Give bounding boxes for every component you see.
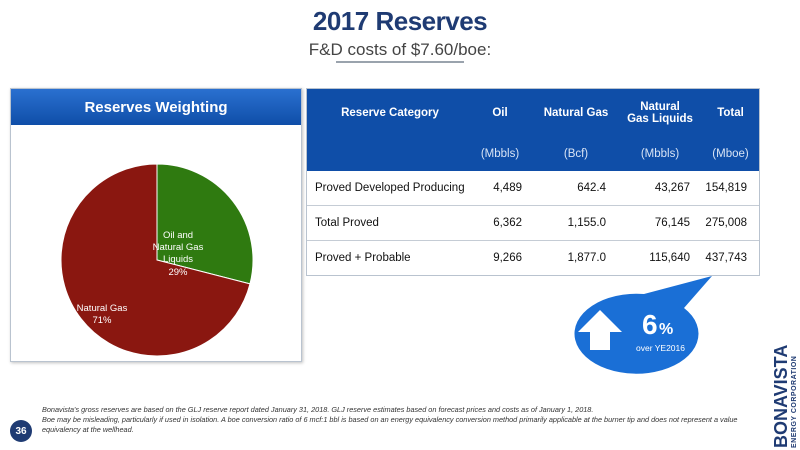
pie-value-oil-ngl: 29% [168, 267, 188, 278]
callout-value: 6 [642, 309, 658, 340]
page-title: 2017 Reserves [312, 6, 488, 36]
pie-label-oil-ngl-line3: Liquids [163, 254, 193, 265]
callout-caption: over YE2016 [636, 343, 685, 353]
subtitle-underline [336, 61, 464, 63]
bonavista-logo: BONAVISTA ENERGY CORPORATION [771, 344, 798, 448]
unit-natural-gas: (Bcf) [534, 137, 618, 171]
row-total: 154,819 [705, 182, 747, 194]
table-row: Proved Developed Producing 4,489 642.4 4… [307, 171, 759, 206]
pie-label-oil-ngl-line1: Oil and [163, 230, 193, 241]
page-subtitle: F&D costs of $7.60/boe: [308, 40, 492, 59]
header-ngl-line1: Natural [640, 101, 680, 113]
table-units-row: (Mbbls) (Bcf) (Mbbls) (Mboe) [307, 137, 759, 171]
footnote-line-2: Boe may be misleading, particularly if u… [42, 414, 738, 434]
pie-value-natural-gas: 71% [92, 315, 112, 326]
row-natural-gas: 1,877.0 [534, 240, 618, 275]
pie-chart: Oil and Natural Gas Liquids 29% Natural … [60, 163, 254, 357]
row-category: Proved + Probable [307, 240, 466, 275]
pie-label-oil-ngl-line2: Natural Gas [153, 242, 204, 253]
pie-slice-natural-gas [60, 163, 251, 357]
up-arrow-icon [578, 310, 622, 350]
row-oil: 4,489 [493, 182, 522, 194]
row-ngl: 115,640 [618, 240, 702, 275]
row-oil: 6,362 [466, 205, 534, 241]
logo-name: BONAVISTA [771, 344, 791, 448]
table-row: Proved + Probable 9,266 1,877.0 115,640 … [307, 240, 759, 275]
pie-slice-oil-ngl [156, 163, 254, 285]
unit-total: (Mboe) [702, 137, 759, 171]
growth-callout [574, 276, 712, 374]
row-category: Total Proved [307, 205, 466, 241]
page-number: 36 [10, 420, 32, 442]
row-ngl: 76,145 [618, 205, 702, 241]
row-oil: 9,266 [466, 240, 534, 275]
header-ngl-line2: Gas Liquids [627, 113, 693, 125]
header-reserve-category: Reserve Category [307, 89, 466, 137]
row-category: Proved Developed Producing [315, 182, 465, 194]
panel-title: Reserves Weighting [11, 89, 301, 125]
footnote: Bonavista's gross reserves are based on … [42, 405, 760, 435]
row-ngl: 43,267 [654, 182, 690, 194]
callout-unit: % [659, 321, 674, 338]
reserves-weighting-panel: Reserves Weighting Oil and Natural Gas L… [10, 88, 302, 362]
table-header-row: Reserve Category Oil Natural Gas Natural… [307, 89, 759, 137]
row-total: 437,743 [702, 240, 759, 275]
row-total: 275,008 [702, 205, 759, 241]
unit-oil: (Mbbls) [466, 137, 534, 171]
footnote-line-1: Bonavista's gross reserves are based on … [42, 405, 594, 414]
unit-reserve-category [307, 137, 466, 171]
reserves-table: Reserve Category Oil Natural Gas Natural… [306, 88, 760, 276]
row-natural-gas: 1,155.0 [534, 205, 618, 241]
unit-natural-gas-liquids: (Mbbls) [618, 137, 702, 171]
header-total: Total [702, 89, 759, 137]
logo-subtitle: ENERGY CORPORATION [791, 355, 798, 448]
pie-label-natural-gas: Natural Gas [77, 303, 128, 314]
table-row: Total Proved 6,362 1,155.0 76,145 275,00… [307, 205, 759, 241]
header-natural-gas-liquids: Natural Gas Liquids [618, 89, 702, 137]
header-natural-gas: Natural Gas [534, 89, 618, 137]
row-natural-gas: 642.4 [577, 182, 606, 194]
header-oil: Oil [466, 89, 534, 137]
